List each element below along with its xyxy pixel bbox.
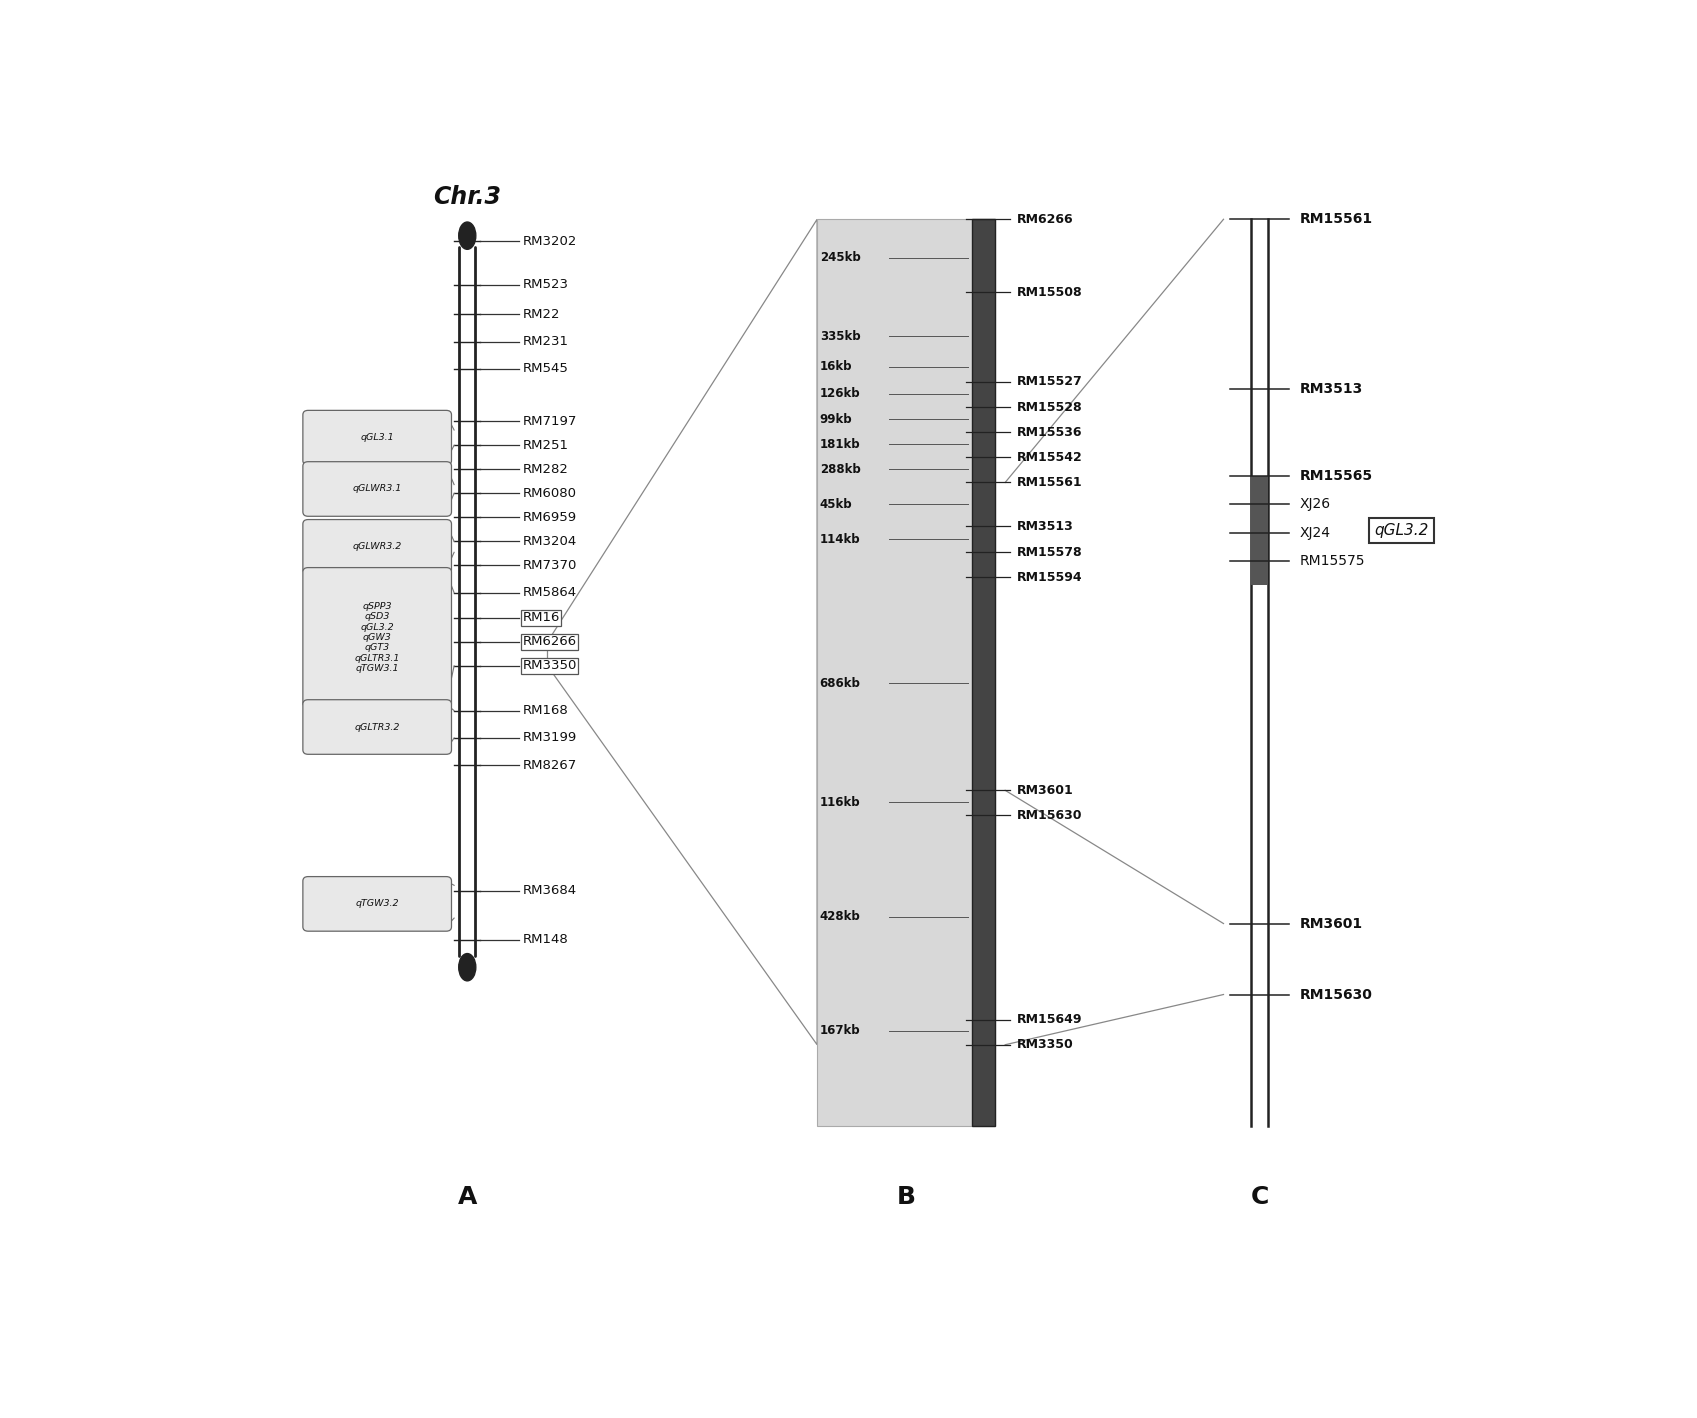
Bar (1251, 476, 1268, 586)
Text: RM15561: RM15561 (1300, 213, 1373, 227)
Text: RM15565: RM15565 (1300, 469, 1373, 484)
Text: 114kb: 114kb (820, 533, 860, 546)
Text: Chr.3: Chr.3 (433, 186, 501, 210)
Text: RM3601: RM3601 (1017, 784, 1074, 797)
Text: RM251: RM251 (523, 438, 568, 452)
Text: RM15561: RM15561 (1017, 476, 1083, 489)
Text: qGLWR3.1: qGLWR3.1 (353, 485, 402, 493)
Text: 288kb: 288kb (820, 462, 860, 476)
Text: RM22: RM22 (523, 308, 560, 320)
FancyBboxPatch shape (302, 410, 451, 465)
Ellipse shape (458, 953, 475, 981)
Text: RM3601: RM3601 (1300, 916, 1363, 930)
Bar (972, 220, 994, 1126)
FancyBboxPatch shape (302, 519, 451, 574)
Text: 99kb: 99kb (820, 413, 852, 425)
Text: 428kb: 428kb (820, 910, 860, 923)
FancyBboxPatch shape (302, 876, 451, 932)
Text: RM6959: RM6959 (523, 510, 577, 523)
Text: RM15527: RM15527 (1017, 376, 1083, 389)
Text: RM15536: RM15536 (1017, 425, 1083, 438)
Text: RM16: RM16 (523, 611, 560, 624)
Text: 116kb: 116kb (820, 795, 860, 808)
Text: 245kb: 245kb (820, 251, 860, 264)
Text: RM15508: RM15508 (1017, 286, 1083, 299)
Text: RM15594: RM15594 (1017, 571, 1083, 584)
Text: C: C (1251, 1184, 1269, 1208)
Text: qSPP3
qSD3
qGL3.2
qGW3
qGT3
qGLTR3.1
qTGW3.1: qSPP3 qSD3 qGL3.2 qGW3 qGT3 qGLTR3.1 qTG… (355, 601, 400, 674)
Text: 335kb: 335kb (820, 329, 860, 343)
Text: RM3513: RM3513 (1300, 381, 1363, 396)
Text: RM282: RM282 (523, 462, 568, 476)
Text: RM523: RM523 (523, 278, 568, 291)
Text: A: A (458, 1184, 477, 1208)
Text: RM148: RM148 (523, 933, 568, 946)
Text: RM3202: RM3202 (523, 234, 577, 248)
Text: RM6080: RM6080 (523, 486, 577, 501)
Text: RM231: RM231 (523, 335, 568, 347)
Text: RM5864: RM5864 (523, 586, 577, 600)
FancyBboxPatch shape (302, 699, 451, 754)
Text: 16kb: 16kb (820, 360, 852, 373)
Text: 45kb: 45kb (820, 498, 852, 510)
Text: RM3199: RM3199 (523, 732, 577, 744)
Ellipse shape (458, 223, 475, 250)
Text: qGLTR3.2: qGLTR3.2 (355, 723, 400, 732)
Text: RM6266: RM6266 (1017, 213, 1074, 225)
Text: RM7370: RM7370 (523, 559, 577, 571)
Text: 167kb: 167kb (820, 1024, 860, 1037)
Text: RM15630: RM15630 (1300, 987, 1373, 1001)
Text: RM8267: RM8267 (523, 759, 577, 771)
Text: qGL3.1: qGL3.1 (360, 432, 394, 442)
Text: RM7197: RM7197 (523, 415, 577, 428)
Text: RM15528: RM15528 (1017, 401, 1083, 414)
Text: 126kb: 126kb (820, 387, 860, 400)
Text: B: B (896, 1184, 915, 1208)
Text: RM3350: RM3350 (523, 659, 577, 672)
Text: RM168: RM168 (523, 705, 568, 718)
Text: qGL3.2: qGL3.2 (1375, 523, 1429, 537)
Text: XJ26: XJ26 (1300, 498, 1330, 512)
Text: XJ24: XJ24 (1300, 526, 1330, 540)
Text: RM545: RM545 (523, 363, 568, 376)
Bar (818, 220, 994, 1126)
Text: RM15630: RM15630 (1017, 808, 1083, 822)
FancyBboxPatch shape (302, 462, 451, 516)
Text: RM15542: RM15542 (1017, 451, 1083, 464)
Text: 686kb: 686kb (820, 676, 860, 689)
Text: RM3350: RM3350 (1017, 1038, 1074, 1051)
Text: qTGW3.2: qTGW3.2 (355, 899, 399, 909)
Text: RM3513: RM3513 (1017, 519, 1074, 533)
Text: RM3204: RM3204 (523, 535, 577, 547)
Text: RM6266: RM6266 (523, 635, 577, 648)
FancyBboxPatch shape (302, 567, 451, 708)
Text: RM3684: RM3684 (523, 885, 577, 898)
Text: RM15649: RM15649 (1017, 1012, 1083, 1027)
Text: qGLWR3.2: qGLWR3.2 (353, 542, 402, 552)
Text: 181kb: 181kb (820, 438, 860, 451)
Text: RM15578: RM15578 (1017, 546, 1083, 559)
Text: RM15575: RM15575 (1300, 554, 1366, 569)
